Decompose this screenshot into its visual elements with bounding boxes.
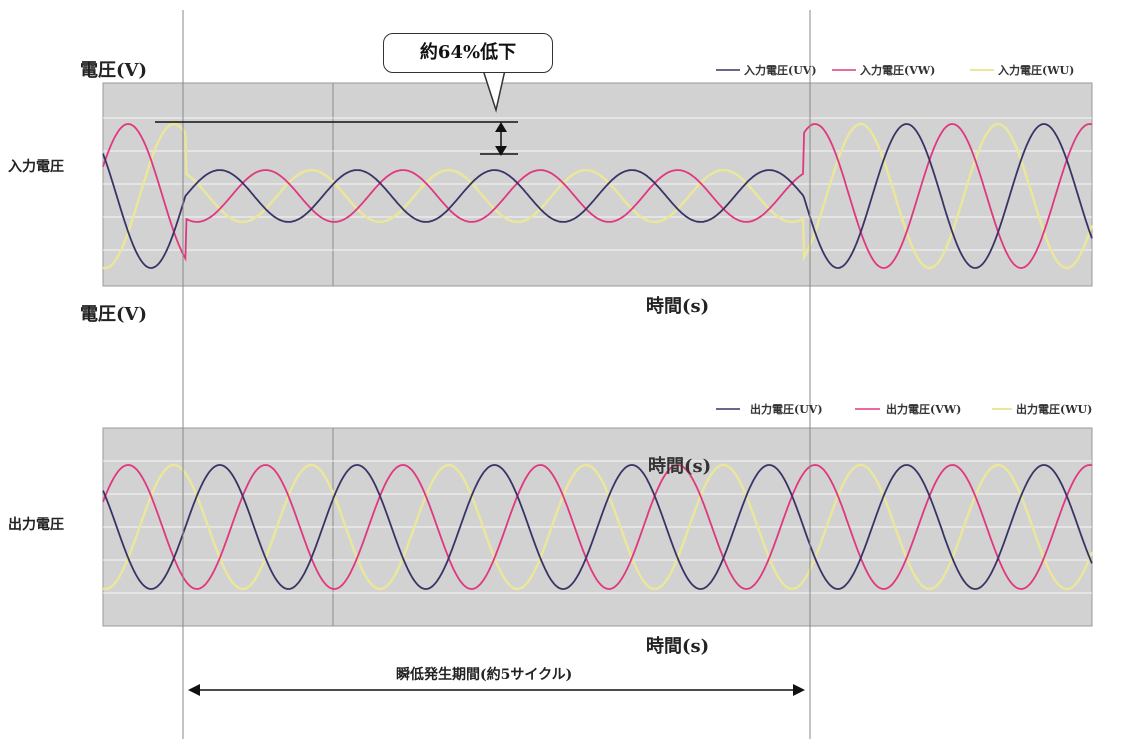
legend-label-wu: 入力電圧(WU) bbox=[998, 63, 1074, 77]
series-line-uv bbox=[102, 464, 1093, 590]
drop-callout: 約64%低下 bbox=[383, 33, 553, 73]
y-axis-title-input: 電圧(V) bbox=[80, 60, 147, 81]
row-label-output: 出力電圧 bbox=[8, 517, 64, 533]
series-line-vw bbox=[102, 464, 1093, 590]
series-line-uv bbox=[102, 123, 1093, 269]
x-axis-title-overlay: 時間(s) bbox=[648, 456, 712, 477]
series-line-vw bbox=[102, 123, 1093, 269]
legend-label-uv: 入力電圧(UV) bbox=[744, 63, 817, 77]
output-voltage-plot bbox=[102, 427, 1094, 627]
period-arrow-head-left bbox=[188, 684, 200, 696]
legend-label-wu: 出力電圧(WU) bbox=[1016, 402, 1092, 416]
legend-label-vw: 入力電圧(VW) bbox=[860, 63, 935, 77]
drop-arrow-head-down bbox=[495, 146, 507, 156]
y-axis-title-output: 電圧(V) bbox=[80, 304, 147, 325]
row-label-input: 入力電圧 bbox=[8, 159, 64, 175]
x-axis-title-input: 時間(s) bbox=[646, 296, 710, 317]
output-legend: 出力電圧(UV) 出力電圧(VW) 出力電圧(WU) bbox=[716, 402, 1092, 416]
series-group bbox=[102, 122, 1094, 270]
input-legend: 入力電圧(UV) 入力電圧(VW) 入力電圧(WU) bbox=[716, 63, 1074, 77]
gridlines bbox=[103, 117, 1092, 251]
series-line-wu bbox=[102, 122, 1094, 270]
period-arrow-head-right bbox=[793, 684, 805, 696]
series-group bbox=[102, 463, 1094, 591]
legend-label-uv: 出力電圧(UV) bbox=[750, 402, 823, 416]
sag-period-label: 瞬低発生期間(約5サイクル) bbox=[396, 667, 573, 683]
input-voltage-plot bbox=[102, 82, 1094, 287]
drop-arrow-head-up bbox=[495, 122, 507, 132]
x-axis-title-output: 時間(s) bbox=[646, 636, 710, 657]
series-line-wu bbox=[102, 463, 1094, 591]
legend-label-vw: 出力電圧(VW) bbox=[886, 402, 961, 416]
